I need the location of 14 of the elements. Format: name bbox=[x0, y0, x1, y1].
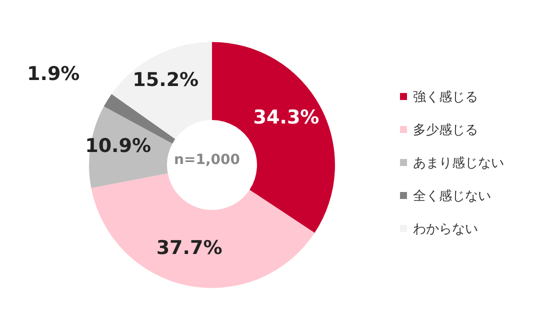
text: n=1,000 bbox=[174, 152, 240, 168]
donut-slice bbox=[89, 106, 172, 188]
data-label: 10.9% bbox=[85, 135, 152, 158]
legend-label: あまり感じない bbox=[413, 154, 504, 172]
data-label: 34.3% bbox=[253, 106, 320, 128]
donut-slice bbox=[91, 173, 315, 288]
legend-label: 強く感じる bbox=[413, 88, 478, 106]
data-label: 15.2% bbox=[132, 69, 199, 92]
legend-label: 全く感じない bbox=[413, 188, 491, 204]
data-label: 37.7% bbox=[156, 237, 222, 260]
legend-label: 多少感じる bbox=[413, 122, 478, 138]
data-label: 1.9% bbox=[27, 63, 80, 86]
donut-slice bbox=[112, 42, 212, 140]
legend-label: わからない bbox=[413, 220, 478, 238]
